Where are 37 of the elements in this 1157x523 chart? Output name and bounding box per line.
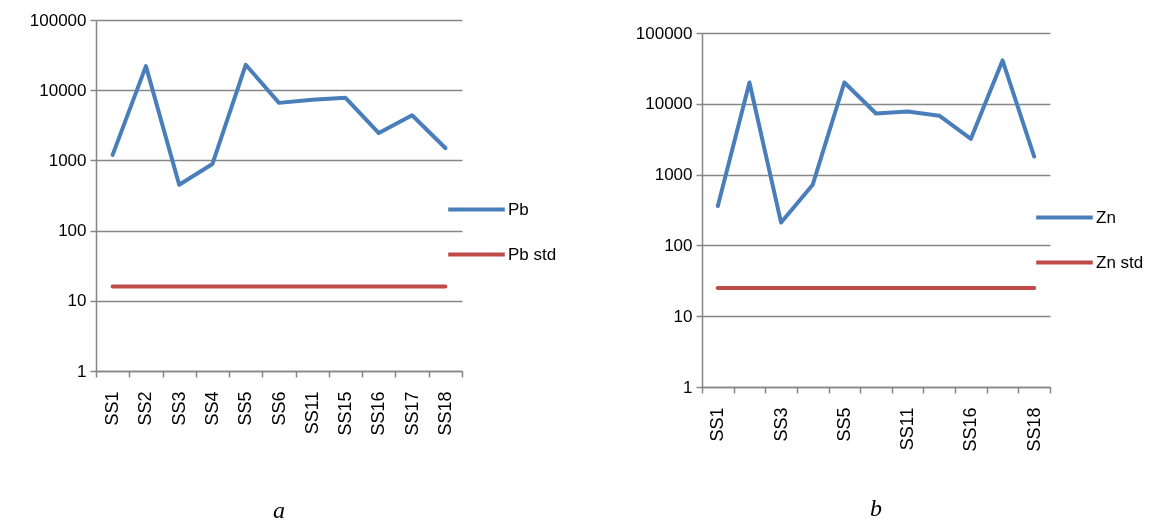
- y-tick-label: 10000: [39, 80, 87, 100]
- x-tick-label: SS16: [368, 391, 389, 436]
- x-tick-label: SS4: [201, 391, 222, 426]
- text: b: [870, 495, 882, 522]
- x-tick-label: SS3: [168, 391, 189, 426]
- line-series: [715, 58, 1037, 225]
- y-tick-label: 1: [77, 361, 87, 381]
- y-tick-label: 10: [67, 291, 87, 311]
- x-tick-label: SS18: [1023, 407, 1044, 452]
- x-tick-label: SS5: [235, 391, 256, 426]
- legend-label: Zn std: [1096, 252, 1144, 272]
- x-tick-label: SS16: [960, 407, 981, 452]
- y-tick-label: 100000: [29, 10, 87, 30]
- legend-label: Zn: [1096, 207, 1116, 227]
- x-tick-label: SS11: [897, 407, 918, 451]
- x-tick-label: SS3: [770, 407, 791, 442]
- y-tick-label: 10: [673, 306, 693, 326]
- x-tick-label: SS1: [102, 391, 123, 426]
- x-tick-label: SS1: [707, 407, 728, 442]
- x-tick-label: SS5: [833, 407, 854, 442]
- x-tick-label: SS18: [434, 391, 455, 436]
- x-tick-label: SS15: [335, 391, 356, 436]
- y-tick-label: 100: [664, 235, 693, 255]
- text: a: [273, 497, 285, 523]
- x-tick-label: SS17: [401, 391, 422, 436]
- x-tick-label: SS11: [301, 391, 322, 435]
- legend-label: Pb std: [508, 244, 557, 264]
- y-tick-label: 100000: [635, 23, 693, 43]
- y-tick-label: 1000: [654, 165, 693, 185]
- x-tick-label: SS2: [135, 391, 156, 426]
- legend-label: Pb: [508, 199, 529, 219]
- line-series: [110, 62, 448, 187]
- y-tick-label: 1: [683, 377, 693, 397]
- x-tick-label: SS6: [268, 391, 289, 426]
- y-tick-label: 10000: [645, 94, 693, 114]
- y-tick-label: 1000: [48, 150, 87, 170]
- y-tick-label: 100: [58, 221, 87, 241]
